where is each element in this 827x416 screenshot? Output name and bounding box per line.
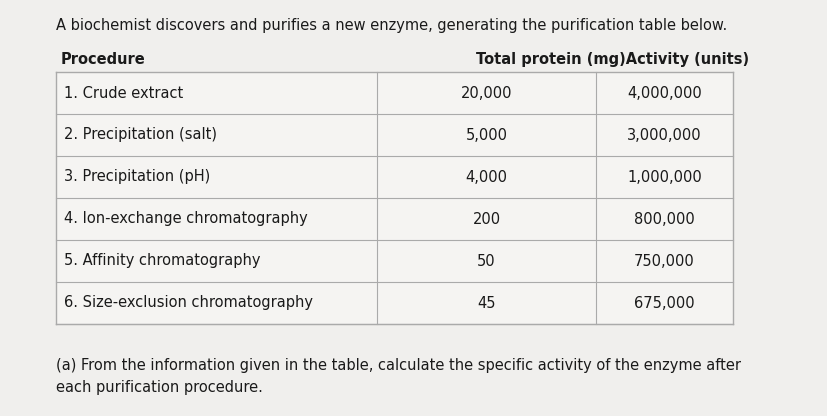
Text: 45: 45 bbox=[476, 295, 495, 310]
Bar bbox=[56, 282, 376, 324]
Text: 200: 200 bbox=[472, 211, 500, 226]
Bar bbox=[595, 282, 732, 324]
Bar bbox=[376, 282, 595, 324]
Text: Total protein (mg)Activity (units): Total protein (mg)Activity (units) bbox=[476, 52, 748, 67]
Text: 675,000: 675,000 bbox=[633, 295, 694, 310]
Text: 800,000: 800,000 bbox=[633, 211, 694, 226]
Text: 2. Precipitation (salt): 2. Precipitation (salt) bbox=[65, 127, 217, 143]
Text: (a) From the information given in the table, calculate the specific activity of : (a) From the information given in the ta… bbox=[56, 358, 740, 395]
Bar bbox=[56, 198, 376, 240]
Text: 1,000,000: 1,000,000 bbox=[626, 169, 701, 185]
Bar bbox=[376, 72, 595, 114]
Text: Procedure: Procedure bbox=[60, 52, 145, 67]
Text: 4. Ion-exchange chromatography: 4. Ion-exchange chromatography bbox=[65, 211, 308, 226]
Text: 3,000,000: 3,000,000 bbox=[626, 127, 701, 143]
Bar bbox=[56, 114, 376, 156]
Bar bbox=[595, 72, 732, 114]
Text: 5. Affinity chromatography: 5. Affinity chromatography bbox=[65, 253, 261, 268]
Bar bbox=[595, 114, 732, 156]
Text: 5,000: 5,000 bbox=[465, 127, 507, 143]
Bar bbox=[595, 156, 732, 198]
Bar bbox=[595, 198, 732, 240]
Bar bbox=[56, 72, 376, 114]
Text: 4,000: 4,000 bbox=[465, 169, 507, 185]
Text: 750,000: 750,000 bbox=[633, 253, 694, 268]
Bar bbox=[376, 240, 595, 282]
Bar bbox=[595, 240, 732, 282]
Text: 6. Size-exclusion chromatography: 6. Size-exclusion chromatography bbox=[65, 295, 313, 310]
Bar bbox=[376, 198, 595, 240]
Text: 1. Crude extract: 1. Crude extract bbox=[65, 86, 184, 101]
Text: A biochemist discovers and purifies a new enzyme, generating the purification ta: A biochemist discovers and purifies a ne… bbox=[56, 18, 727, 33]
Text: 4,000,000: 4,000,000 bbox=[626, 86, 701, 101]
Bar bbox=[56, 156, 376, 198]
Bar bbox=[376, 156, 595, 198]
Text: 3. Precipitation (pH): 3. Precipitation (pH) bbox=[65, 169, 210, 185]
Text: 50: 50 bbox=[476, 253, 495, 268]
Text: 20,000: 20,000 bbox=[460, 86, 512, 101]
Bar bbox=[56, 240, 376, 282]
Bar bbox=[376, 114, 595, 156]
